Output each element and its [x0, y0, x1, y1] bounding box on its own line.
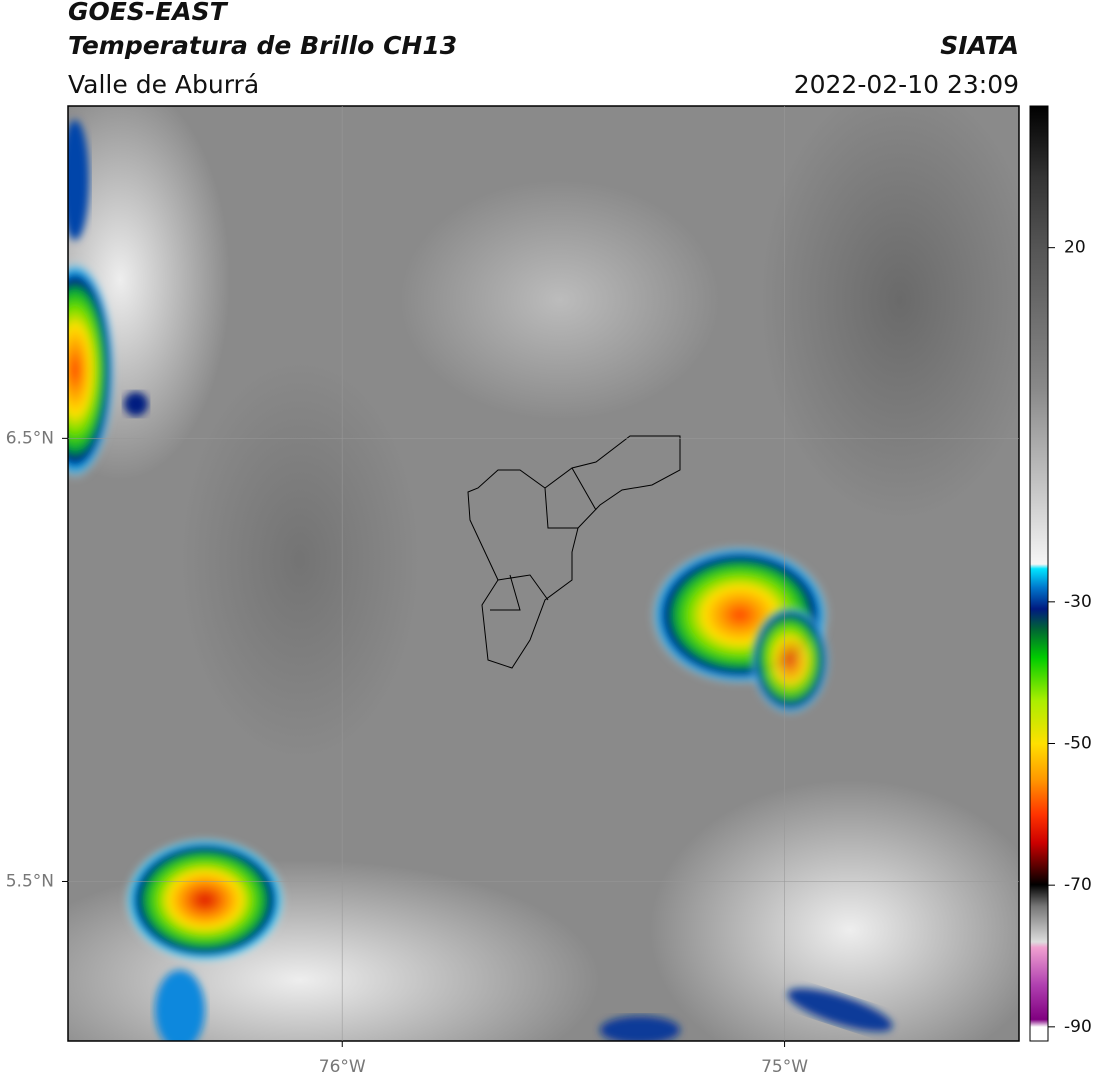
- municipal-boundaries: [467, 435, 681, 669]
- datetime: 2022-02-10 23:09: [794, 70, 1019, 99]
- source: SIATA: [940, 31, 1019, 60]
- y-tick-label: 6.5°N: [6, 428, 54, 448]
- y-tick-label: 5.5°N: [6, 871, 54, 891]
- colorbar: [1029, 105, 1049, 1042]
- colorbar-tick-label: 20: [1064, 238, 1086, 258]
- product: Temperatura de Brillo CH13: [68, 31, 457, 60]
- region: Valle de Aburrá: [68, 70, 259, 99]
- colorbar-tick-label: -50: [1064, 734, 1092, 754]
- satellite-image: [68, 106, 1019, 1041]
- satellite: GOES-EAST: [68, 0, 229, 26]
- x-tick-label: 75°W: [761, 1057, 808, 1077]
- colorbar-tick-label: -90: [1064, 1017, 1092, 1037]
- map-frame: [67, 105, 1020, 1042]
- colorbar-tick-label: -30: [1064, 592, 1092, 612]
- colorbar-tick-label: -70: [1064, 875, 1092, 895]
- x-tick-label: 76°W: [319, 1057, 366, 1077]
